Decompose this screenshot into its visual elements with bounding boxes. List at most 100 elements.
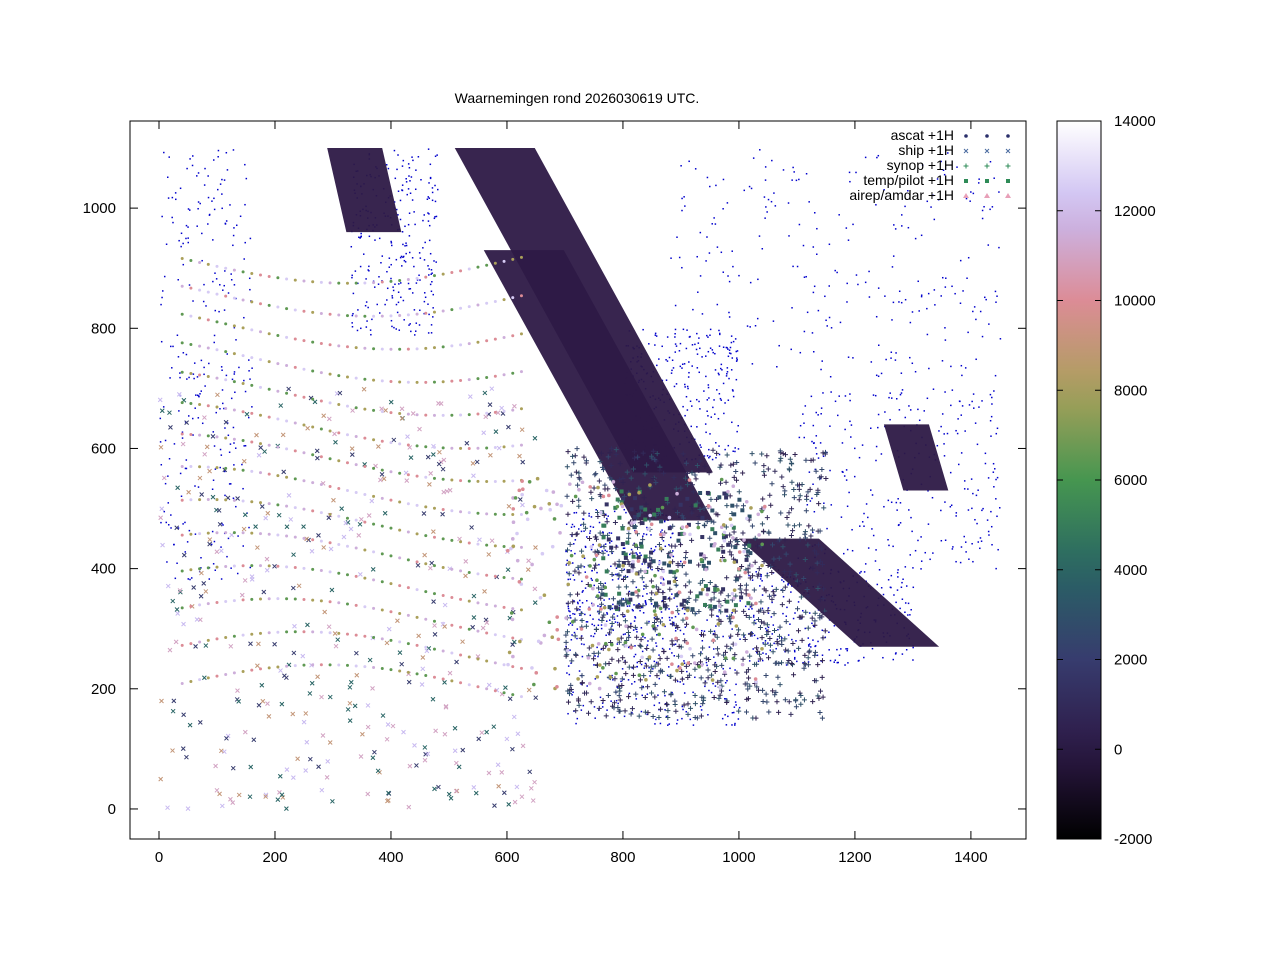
coastline-dot — [386, 299, 388, 301]
coastline-dot — [668, 648, 671, 650]
airep-point — [502, 479, 506, 483]
ship-point — [437, 449, 442, 455]
ship-point — [197, 475, 203, 481]
airep-point — [450, 567, 454, 571]
synop-point — [600, 550, 606, 556]
airep-point — [276, 665, 280, 669]
temp-pilot-point — [726, 542, 731, 547]
coastline-dot — [839, 321, 842, 324]
airep-point — [678, 666, 682, 670]
ship-point — [296, 583, 302, 589]
temp-pilot-point — [656, 507, 661, 512]
airep-point — [250, 300, 254, 304]
coastline-dot — [761, 594, 764, 596]
coastline-dot — [226, 169, 229, 171]
ship-point — [412, 743, 417, 748]
coastline-dot — [762, 652, 764, 654]
coastline-dot — [706, 664, 708, 667]
coastline-dot — [232, 244, 234, 247]
coastline-dot — [235, 297, 237, 300]
airep-point — [206, 290, 210, 294]
ship-point — [215, 392, 220, 398]
temp-pilot-point — [737, 497, 742, 502]
airep-point — [380, 637, 384, 641]
synop-point — [615, 705, 621, 711]
coastline-dot — [582, 590, 584, 592]
coastline-dot — [804, 627, 806, 630]
coastline-dot — [569, 578, 572, 580]
coastline-dot — [731, 611, 733, 614]
airep-point — [511, 693, 515, 697]
ship-point — [520, 459, 526, 465]
synop-point — [581, 454, 587, 460]
coastline-dot — [628, 605, 631, 607]
coastline-dot — [837, 661, 839, 664]
airep-point — [267, 274, 271, 278]
synop-point — [731, 474, 737, 480]
coastline-dot — [187, 208, 190, 210]
ship-point — [388, 399, 394, 405]
synop-point — [581, 510, 587, 516]
airep-point — [553, 666, 557, 671]
airep-point — [250, 356, 254, 360]
airep-point — [232, 352, 236, 356]
coastline-dot — [645, 603, 647, 606]
synop-point — [593, 471, 599, 477]
coastline-dot — [695, 348, 698, 351]
airep-point — [682, 532, 687, 536]
synop-point — [715, 679, 721, 685]
airep-point — [576, 677, 580, 681]
ship-point — [321, 413, 327, 419]
coastline-dot — [598, 563, 600, 566]
coastline-dot — [752, 616, 755, 618]
coastline-dot — [409, 287, 412, 290]
synop-point — [803, 508, 809, 514]
synop-point — [780, 588, 786, 594]
synop-point — [755, 617, 761, 623]
synop-point — [567, 541, 573, 547]
airep-point — [345, 461, 349, 465]
synop-point — [598, 595, 604, 601]
coastline-dot — [728, 637, 731, 639]
coastline-dot — [582, 704, 585, 707]
coastline-dot — [428, 213, 430, 215]
coastline-dot — [682, 405, 684, 408]
coastline-dot — [684, 205, 686, 207]
coastline-dot — [220, 454, 223, 456]
coastline-dot — [599, 605, 602, 608]
airep-point — [718, 685, 722, 690]
airep-point — [754, 680, 758, 684]
coastline-dot — [678, 350, 681, 352]
airep-point — [258, 667, 262, 671]
coastline-dot — [751, 579, 754, 581]
coastline-dot — [728, 311, 730, 314]
coastline-dot — [213, 341, 215, 344]
coastline-dot — [673, 597, 675, 599]
coastline-dot — [723, 412, 725, 415]
coastline-dot — [681, 209, 683, 212]
synop-point — [745, 686, 751, 692]
synop-point — [757, 607, 763, 613]
synop-point — [791, 486, 797, 492]
coastline-dot — [639, 609, 641, 612]
coastline-dot — [991, 543, 993, 546]
coastline-dot — [402, 243, 404, 246]
ship-point — [290, 585, 296, 591]
airep-point — [232, 437, 236, 441]
synop-point — [660, 590, 666, 596]
coastline-dot — [868, 296, 871, 298]
airep-point — [406, 473, 410, 477]
airep-point — [521, 487, 525, 492]
airep-point — [732, 588, 737, 592]
temp-pilot-point — [734, 577, 739, 582]
coastline-dot — [701, 629, 703, 632]
coastline-dot — [799, 351, 802, 354]
coastline-dot — [704, 685, 706, 688]
airep-point — [285, 447, 289, 451]
airep-point — [424, 445, 428, 449]
coastline-dot — [912, 659, 914, 661]
coastline-dot — [214, 309, 217, 312]
airep-point — [532, 504, 537, 509]
synop-point — [748, 630, 754, 636]
ship-point — [300, 653, 306, 659]
